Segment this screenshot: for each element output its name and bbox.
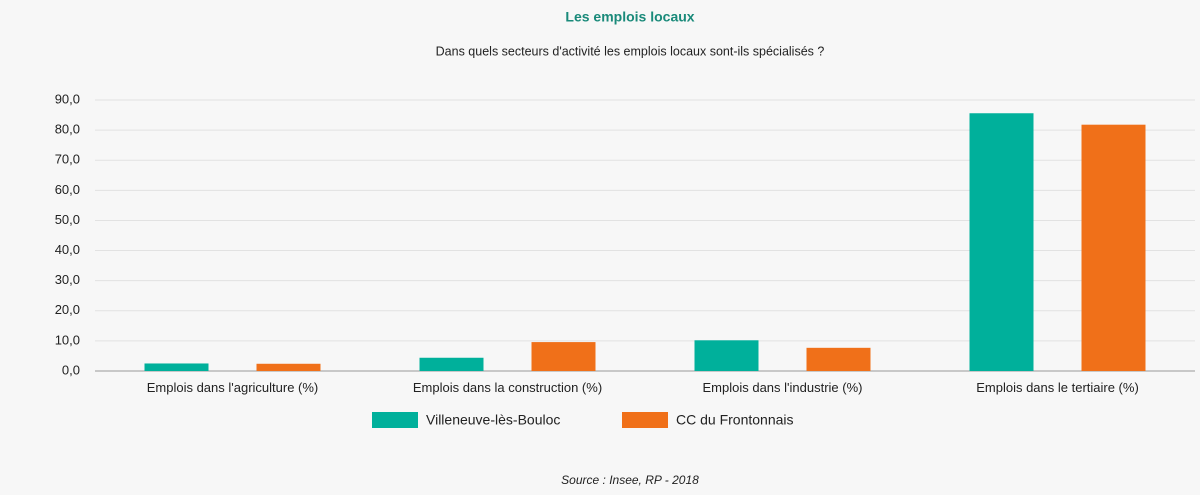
bar <box>1081 124 1146 372</box>
y-tick-label: 60,0 <box>55 182 80 197</box>
x-tick-label: Emplois dans le tertiaire (%) <box>976 380 1139 395</box>
bar <box>256 363 321 371</box>
legend-swatch <box>622 412 668 428</box>
bar <box>694 340 759 371</box>
bar <box>806 347 871 371</box>
y-tick-label: 80,0 <box>55 122 80 137</box>
source: Source : Insee, RP - 2018 <box>561 473 699 487</box>
chart-title: Les emplois locaux <box>565 9 694 25</box>
legend-swatch <box>372 412 418 428</box>
chart-subtitle: Dans quels secteurs d'activité les emplo… <box>436 44 825 58</box>
legend-label: CC du Frontonnais <box>676 412 794 428</box>
y-tick-label: 10,0 <box>55 332 80 347</box>
bar <box>531 342 596 371</box>
y-tick-label: 0,0 <box>62 362 80 377</box>
bar <box>144 363 209 371</box>
y-tick-label: 70,0 <box>55 152 80 167</box>
x-tick-label: Emplois dans l'agriculture (%) <box>146 380 319 395</box>
x-tick-label: Emplois dans la construction (%) <box>412 380 603 395</box>
bar <box>419 357 484 371</box>
y-tick-label: 40,0 <box>55 242 80 257</box>
x-tick-label: Emplois dans l'industrie (%) <box>702 380 863 395</box>
y-tick-label: 50,0 <box>55 212 80 227</box>
y-tick-label: 20,0 <box>55 302 80 317</box>
legend-label: Villeneuve-lès-Bouloc <box>426 412 560 428</box>
y-tick-label: 30,0 <box>55 272 80 287</box>
bar <box>969 113 1034 371</box>
y-tick-label: 90,0 <box>55 91 80 106</box>
